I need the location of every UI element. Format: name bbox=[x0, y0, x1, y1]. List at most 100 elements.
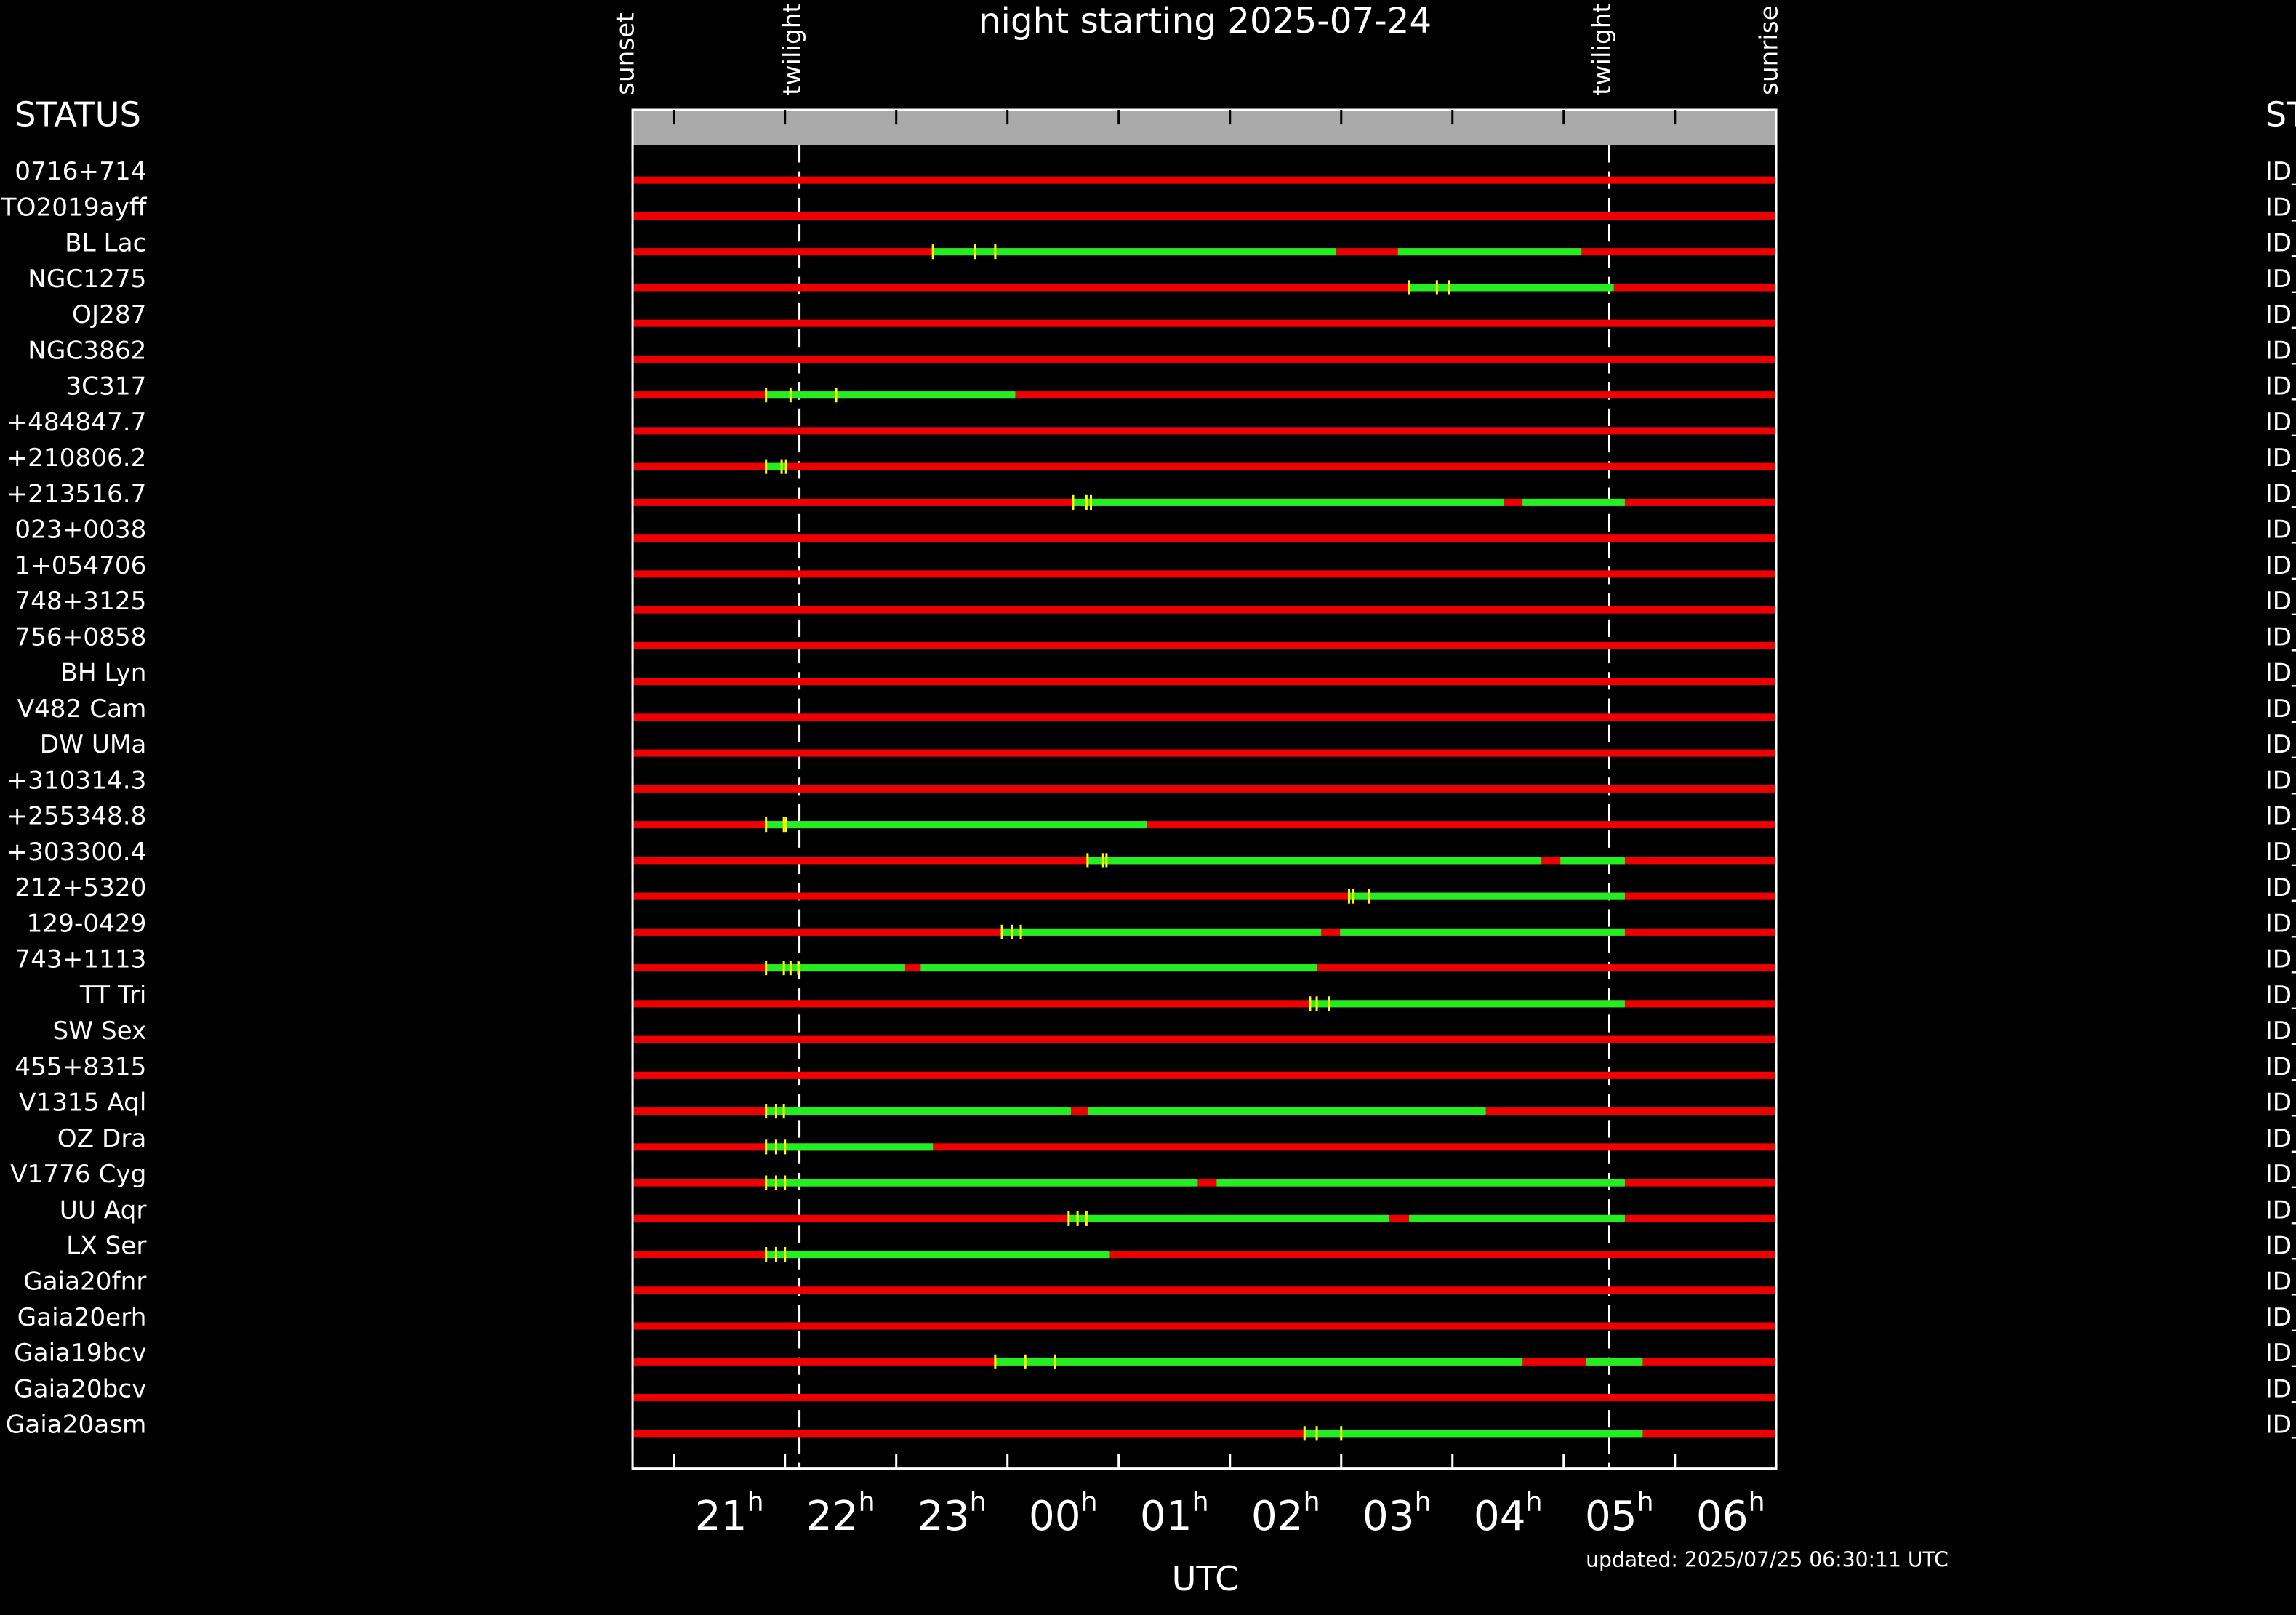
object-name: BL Lac bbox=[65, 229, 146, 258]
unobservable-bar bbox=[633, 1394, 1777, 1402]
object-name: BH Lyn bbox=[60, 659, 146, 688]
observable-window bbox=[1068, 1214, 1389, 1222]
object-status: ID_ bbox=[2265, 945, 2296, 974]
observable-window bbox=[766, 1107, 1071, 1115]
object-name: OZ Dra bbox=[57, 1124, 147, 1153]
unobservable-bar bbox=[633, 570, 1777, 578]
event-label: twilight bbox=[778, 3, 807, 95]
object-status: ID_ bbox=[2265, 408, 2296, 437]
unobservable-bar bbox=[633, 391, 1777, 399]
unobservable-bar bbox=[633, 1035, 1777, 1043]
unobservable-bar bbox=[633, 1286, 1777, 1294]
object-status: ID_ bbox=[2265, 1195, 2296, 1225]
object-name: TT Tri bbox=[79, 981, 147, 1010]
object-name: Gaia20asm bbox=[6, 1411, 147, 1440]
object-status: ID_ bbox=[2265, 229, 2296, 258]
observable-window bbox=[766, 964, 905, 972]
unobservable-bar bbox=[633, 1071, 1777, 1079]
object-status: ID_ bbox=[2265, 336, 2296, 365]
x-tick-label: 23h bbox=[918, 1486, 987, 1540]
object-status: ID_ bbox=[2265, 1124, 2296, 1153]
object-status: ID_ bbox=[2265, 1339, 2296, 1368]
observable-window bbox=[766, 1143, 934, 1151]
x-tick-label: 22h bbox=[806, 1486, 875, 1540]
observable-window bbox=[766, 391, 1016, 399]
unobservable-bar bbox=[633, 212, 1777, 220]
object-name: LX Ser bbox=[66, 1232, 147, 1261]
object-status: ID_ bbox=[2265, 300, 2296, 329]
object-name: 129-0429 bbox=[27, 909, 147, 938]
x-tick-label: 05h bbox=[1585, 1486, 1654, 1540]
object-status: ID_ bbox=[2265, 587, 2296, 616]
unobservable-bar bbox=[633, 534, 1777, 542]
event-label: twilight bbox=[1588, 3, 1617, 95]
x-tick-label: 03h bbox=[1362, 1486, 1432, 1540]
object-name: +210806.2 bbox=[7, 444, 146, 473]
x-axis-label: UTC bbox=[1172, 1559, 1239, 1598]
unobservable-bar bbox=[633, 1179, 1777, 1187]
object-name: +484847.7 bbox=[7, 408, 146, 437]
object-name: +303300.4 bbox=[7, 838, 146, 867]
unobservable-bar bbox=[633, 462, 1777, 470]
object-name: 743+1113 bbox=[15, 945, 146, 974]
object-name: SW Sex bbox=[53, 1017, 147, 1046]
observable-window bbox=[1522, 498, 1625, 506]
unobservable-bar bbox=[633, 1251, 1777, 1259]
event-label: sunset bbox=[611, 12, 641, 95]
unobservable-bar bbox=[633, 641, 1777, 649]
object-status: ID_ bbox=[2265, 1052, 2296, 1081]
x-tick-label: 06h bbox=[1696, 1486, 1765, 1540]
object-status: ID_ bbox=[2265, 659, 2296, 688]
unobservable-bar bbox=[633, 892, 1777, 900]
object-status: ID_ bbox=[2265, 157, 2296, 186]
x-tick-label: 02h bbox=[1251, 1486, 1320, 1540]
object-status: ID_ bbox=[2265, 551, 2296, 580]
observable-window bbox=[1072, 498, 1504, 506]
object-name: 756+0858 bbox=[15, 622, 146, 652]
observable-window bbox=[766, 1179, 1198, 1187]
observable-window bbox=[1087, 857, 1542, 865]
observable-window bbox=[1340, 928, 1625, 936]
observable-window bbox=[920, 964, 1317, 972]
unobservable-bar bbox=[633, 355, 1777, 363]
object-name: Gaia20fnr bbox=[23, 1267, 147, 1297]
object-name: NGC1275 bbox=[28, 265, 146, 294]
object-status: ID_ bbox=[2265, 479, 2296, 508]
object-status: ID_ bbox=[2265, 1303, 2296, 1332]
object-name: 023+0038 bbox=[15, 516, 146, 545]
header-bar bbox=[633, 110, 1777, 145]
object-status: ID_ bbox=[2265, 622, 2296, 652]
object-name: +255348.8 bbox=[7, 802, 146, 831]
left-header: STATUS bbox=[15, 95, 141, 135]
object-status: ID_ bbox=[2265, 1232, 2296, 1261]
object-name: UU Aqr bbox=[60, 1195, 148, 1225]
unobservable-bar bbox=[633, 1000, 1777, 1008]
object-name: 748+3125 bbox=[15, 587, 146, 616]
object-name: TO2019ayff bbox=[1, 193, 148, 222]
unobservable-bar bbox=[633, 1143, 1777, 1151]
observable-window bbox=[766, 821, 1147, 829]
object-name: 0716+714 bbox=[15, 157, 146, 186]
unobservable-bar bbox=[633, 319, 1777, 327]
object-name: 3C317 bbox=[65, 372, 146, 401]
object-name: V1776 Cyg bbox=[10, 1160, 146, 1189]
object-name: Gaia20erh bbox=[17, 1303, 147, 1332]
unobservable-bar bbox=[633, 176, 1777, 184]
object-status: ID_ bbox=[2265, 265, 2296, 294]
event-label: sunrise bbox=[1754, 5, 1783, 95]
object-name: +213516.7 bbox=[7, 479, 146, 508]
object-status: ID_ bbox=[2265, 694, 2296, 724]
object-status: ID_ bbox=[2265, 516, 2296, 545]
observable-window bbox=[1002, 928, 1322, 936]
observable-window bbox=[1409, 1214, 1625, 1222]
footer: updated: 2025/07/25 06:30:11 UTC bbox=[1586, 1547, 1948, 1571]
unobservable-bar bbox=[633, 678, 1777, 686]
observable-window bbox=[1216, 1179, 1625, 1187]
x-tick-label: 00h bbox=[1029, 1486, 1098, 1540]
object-name: Gaia19bcv bbox=[14, 1339, 146, 1368]
observable-window bbox=[1409, 284, 1614, 292]
object-status: ID_ bbox=[2265, 873, 2296, 902]
